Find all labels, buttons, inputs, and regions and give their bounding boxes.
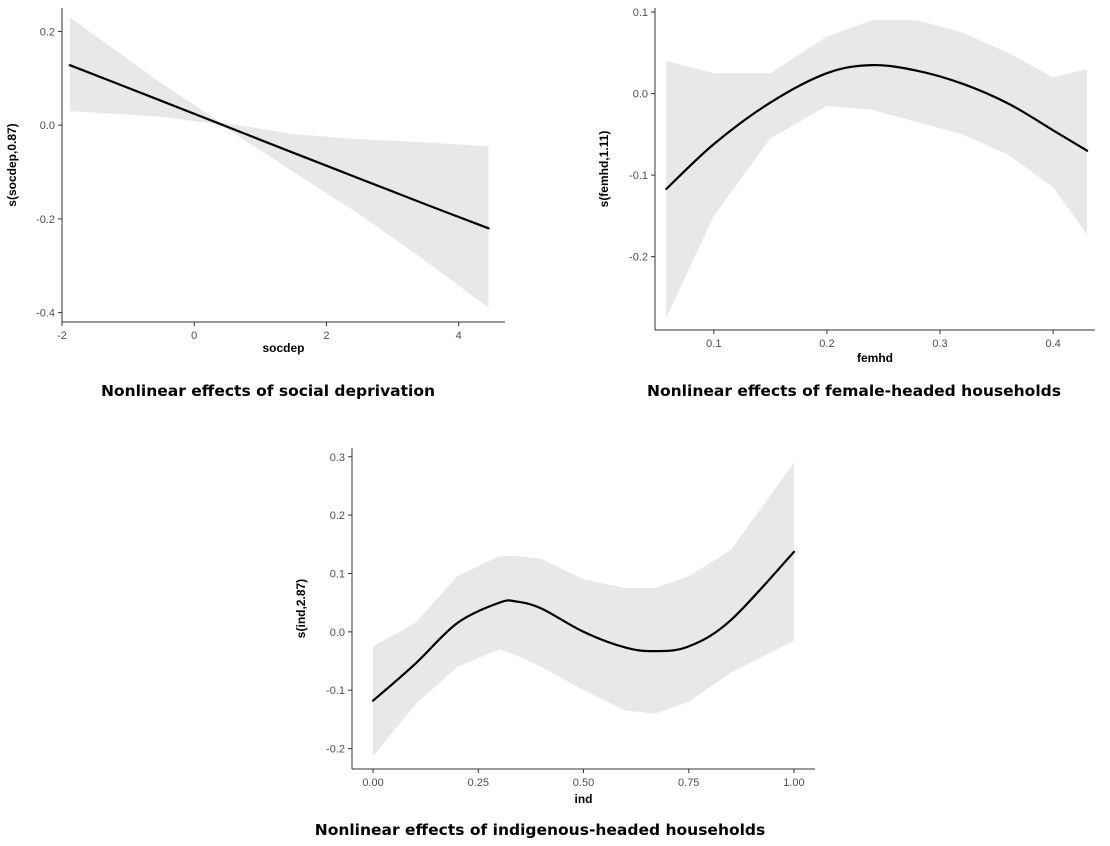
y-tick-label: 0.0 (40, 120, 55, 132)
confidence-band (373, 462, 794, 757)
y-tick-label: 0.0 (330, 627, 345, 639)
y-tick-label: -0.4 (36, 308, 55, 320)
y-tick-label: -0.2 (36, 214, 55, 226)
y-tick-label: -0.2 (629, 252, 648, 264)
x-tick-label: 0.00 (362, 777, 383, 789)
x-tick-label: 0.4 (1046, 338, 1061, 350)
x-tick-label: 0.25 (468, 777, 489, 789)
y-axis-title: s(socdep,0.87) (5, 123, 19, 206)
chart-panel-1: -0.4 -0.2 0.0 0.2 -2 0 2 4 socdep s(socdep,0.87) N… (5, 8, 505, 400)
y-tick-label: 0.2 (330, 510, 345, 522)
chart-panel-3: -0.2 -0.1 0.0 0.1 0.2 0.3 0.00 0.25 0.50 0.75 1.00… (294, 448, 815, 839)
confidence-band (69, 17, 489, 308)
chart-caption: Nonlinear effects of social deprivation (101, 382, 435, 400)
x-tick-label: 0.50 (573, 777, 594, 789)
x-tick-label: 0 (191, 330, 197, 342)
x-tick-label: 0.2 (819, 338, 834, 350)
x-tick-label: 0.75 (678, 777, 699, 789)
x-tick-label: -2 (57, 330, 67, 342)
x-tick-label: 0.1 (706, 338, 721, 350)
y-tick-label: 0.1 (633, 7, 648, 19)
chart-caption: Nonlinear effects of female-headed house… (647, 382, 1061, 400)
y-tick-label: -0.1 (326, 685, 345, 697)
y-tick-label: 0.1 (330, 568, 345, 580)
chart-panel-2: -0.2 -0.1 0.0 0.1 0.1 0.2 0.3 0.4 femhd s(femhd,1… (597, 7, 1095, 400)
y-axis-title: s(femhd,1.11) (597, 131, 611, 208)
y-axis-title: s(ind,2.87) (294, 579, 308, 638)
x-axis-title: femhd (857, 351, 893, 365)
y-tick-label: -0.1 (629, 170, 648, 182)
y-tick-label: 0.3 (330, 452, 345, 464)
chart-caption: Nonlinear effects of indigenous-headed h… (315, 821, 766, 839)
smooth-effect-line (371, 550, 796, 702)
x-tick-label: 2 (323, 330, 329, 342)
y-tick-label: 0.2 (40, 26, 55, 38)
y-tick-label: -0.2 (326, 744, 345, 756)
x-axis-title: ind (575, 792, 593, 806)
confidence-band (666, 20, 1088, 318)
x-tick-label: 4 (456, 330, 462, 342)
y-tick-label: 0.0 (633, 89, 648, 101)
x-tick-label: 1.00 (783, 777, 804, 789)
smooth-effect-line (68, 64, 490, 230)
smooth-effect-line (665, 63, 1089, 191)
x-tick-label: 0.3 (932, 338, 947, 350)
x-axis-title: socdep (262, 341, 304, 355)
